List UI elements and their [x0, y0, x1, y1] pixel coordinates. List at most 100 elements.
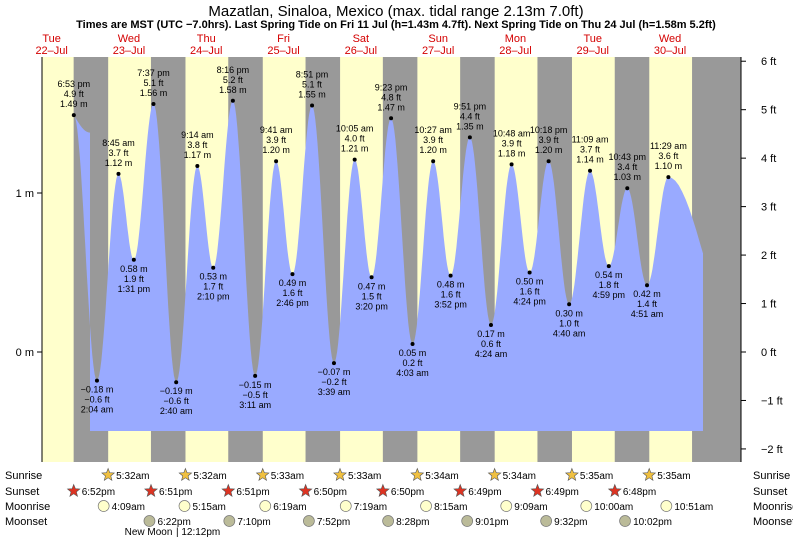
tide-label: 2:40 am — [160, 406, 193, 416]
tide-label: 1.35 m — [456, 121, 484, 131]
right-tick-label: 4 ft — [761, 153, 776, 165]
day-header-date: 25–Jul — [267, 45, 299, 57]
moonset-row-label-right: Moonset — [753, 516, 793, 528]
tide-label: 1.58 m — [219, 85, 247, 95]
sunset-icon — [144, 483, 158, 497]
tide-point — [290, 272, 295, 277]
tide-point — [488, 322, 493, 327]
sunrise-icon — [410, 467, 425, 481]
sunrise-time: 5:34am — [425, 471, 458, 482]
moonrise-icon — [178, 500, 191, 512]
tide-label: 1.47 m — [377, 102, 405, 112]
moonrise-row-label-right: Moonrise — [753, 501, 793, 513]
tide-label: 3.9 ft — [266, 135, 287, 145]
day-header-name: Sat — [353, 33, 370, 45]
tide-point — [151, 101, 156, 106]
tide-point — [645, 283, 650, 288]
moonrise-icon — [500, 500, 513, 512]
tide-point — [509, 162, 514, 167]
night-band — [709, 57, 741, 462]
sunrise-time: 5:32am — [116, 471, 149, 482]
right-tick-label: 3 ft — [761, 202, 776, 214]
tide-label: 1.03 m — [614, 172, 642, 182]
sunrise-row-label: Sunrise — [5, 470, 42, 482]
tide-point — [174, 380, 179, 385]
sunset-icon — [530, 483, 545, 497]
sunset-row-label-right: Sunset — [753, 486, 787, 498]
tide-label: 1.21 m — [341, 144, 369, 154]
tide-point — [666, 175, 671, 180]
tide-label: 4:24 am — [475, 349, 508, 359]
tide-point — [606, 264, 611, 269]
left-tick-label: 1 m — [16, 188, 34, 200]
right-tick-label: 0 ft — [761, 347, 776, 359]
sunrise-time: 5:32am — [193, 471, 226, 482]
tide-label: 6:53 pm — [58, 79, 91, 89]
moonrise-time: 6:19am — [273, 502, 306, 513]
tide-label: 4:40 am — [553, 328, 586, 338]
tide-label: 10:27 am — [414, 125, 452, 135]
tide-point — [546, 159, 551, 164]
sunset-time: 6:50pm — [391, 487, 424, 498]
tide-label: 0.30 m — [555, 308, 583, 318]
moonset-icon — [619, 515, 631, 527]
tide-label: 8:16 pm — [217, 65, 250, 75]
tide-label: 3.8 ft — [187, 140, 208, 150]
day-header-date: 30–Jul — [654, 45, 686, 57]
tide-label: 3.4 ft — [617, 162, 638, 172]
tide-label: 1.17 m — [184, 150, 212, 160]
sunset-row-label: Sunset — [5, 486, 39, 498]
tide-label: 0.58 m — [120, 264, 148, 274]
right-tick-label: 5 ft — [761, 105, 776, 117]
tide-label: 2:04 am — [81, 405, 114, 415]
day-header-date: 28–Jul — [499, 45, 531, 57]
chart-subtitle: Times are MST (UTC −7.0hrs). Last Spring… — [76, 19, 716, 31]
day-header-name: Thu — [197, 33, 216, 45]
tide-point — [195, 163, 200, 168]
tide-label: 10:05 am — [336, 124, 374, 134]
tide-label: 0.6 ft — [481, 339, 502, 349]
tide-label: 4:24 pm — [513, 297, 546, 307]
day-header-name: Wed — [659, 33, 681, 45]
tide-label: 0.53 m — [199, 272, 227, 282]
tide-label: 1.56 m — [140, 88, 168, 98]
tide-label: 1.55 m — [298, 90, 326, 100]
tide-point — [94, 378, 99, 383]
tide-label: 4.8 ft — [381, 92, 402, 102]
sunset-time: 6:51pm — [236, 487, 269, 498]
sunrise-time: 5:35am — [657, 471, 690, 482]
tide-label: 8:51 pm — [296, 70, 329, 80]
tide-label: −0.07 m — [318, 367, 351, 377]
tide-label: 1:31 pm — [118, 284, 151, 294]
tide-label: 10:43 pm — [609, 152, 647, 162]
tide-label: −0.15 m — [239, 380, 272, 390]
moonset-time: 8:28pm — [396, 517, 429, 528]
tide-label: −0.5 ft — [243, 390, 269, 400]
tide-point — [467, 135, 472, 140]
tide-label: 8:45 am — [102, 138, 135, 148]
right-tick-label: −2 ft — [761, 444, 783, 456]
tide-label: 1.6 ft — [520, 287, 541, 297]
left-tick-label: 0 m — [16, 347, 34, 359]
sunset-icon — [66, 483, 81, 497]
tide-label: 11:29 am — [650, 141, 687, 151]
tide-area — [73, 100, 704, 432]
tide-point — [527, 270, 532, 275]
moonrise-time: 8:15am — [434, 502, 467, 513]
tide-point — [448, 273, 453, 278]
tide-label: 1.20 m — [262, 145, 290, 155]
tide-label: 3.7 ft — [108, 148, 129, 158]
tide-label: 1.20 m — [535, 145, 563, 155]
tide-label: 3:20 pm — [355, 301, 388, 311]
chart-title: Mazatlan, Sinaloa, Mexico (max. tidal ra… — [208, 3, 583, 20]
tide-point — [331, 361, 336, 366]
sunset-time: 6:50pm — [314, 487, 347, 498]
tide-point — [116, 171, 121, 176]
day-header-date: 26–Jul — [345, 45, 377, 57]
sunrise-icon — [101, 467, 116, 481]
tide-point — [71, 113, 76, 118]
moonrise-time: 9:09am — [514, 502, 547, 513]
right-tick-label: 6 ft — [761, 56, 776, 68]
tide-label: −0.2 ft — [321, 377, 347, 387]
tide-label: 4:51 am — [631, 309, 664, 319]
